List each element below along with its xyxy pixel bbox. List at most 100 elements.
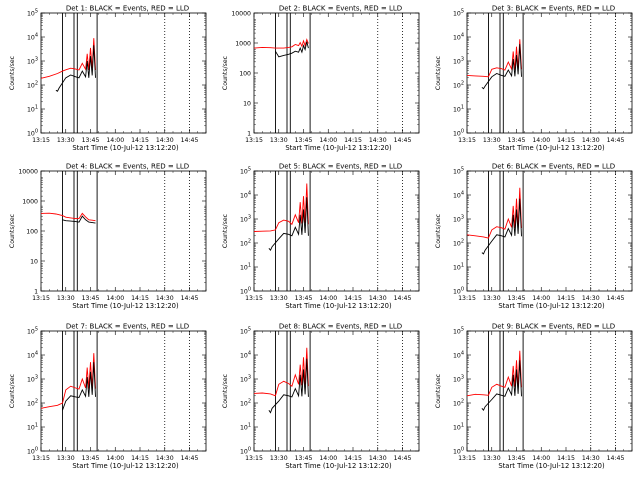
x-tick-label: 13:45 xyxy=(82,295,100,302)
x-tick-label: 14:30 xyxy=(582,137,600,144)
x-tick-label: 13:45 xyxy=(295,137,313,144)
series-line xyxy=(62,362,96,411)
y-tick-label: 101 xyxy=(27,105,38,114)
y-tick-label: 102 xyxy=(27,81,38,90)
x-tick-label: 13:30 xyxy=(270,137,288,144)
x-axis-label: Start Time (10-Jul-12 13:12:20) xyxy=(498,462,605,470)
y-tick-label: 10 xyxy=(243,101,251,108)
y-tick-label: 102 xyxy=(240,399,251,408)
x-tick-label: 13:15 xyxy=(32,455,50,462)
y-tick-label: 102 xyxy=(27,399,38,408)
x-tick-label: 13:30 xyxy=(483,137,501,144)
x-tick-label: 13:45 xyxy=(295,295,313,302)
series-line xyxy=(466,39,522,78)
x-tick-label: 13:30 xyxy=(270,295,288,302)
y-tick-label: 101 xyxy=(453,423,464,432)
x-tick-label: 13:45 xyxy=(295,455,313,462)
y-tick-label: 102 xyxy=(240,239,251,248)
y-tick-label: 100 xyxy=(239,71,251,78)
y-tick-label: 105 xyxy=(27,327,38,336)
y-tick-label: 100 xyxy=(453,447,464,456)
y-tick-label: 104 xyxy=(453,351,464,360)
y-tick-label: 103 xyxy=(27,375,38,384)
x-tick-label: 14:30 xyxy=(156,295,174,302)
series-line xyxy=(268,358,309,414)
y-tick-label: 100 xyxy=(240,287,251,296)
plot-frame xyxy=(253,330,420,452)
y-tick-label: 100 xyxy=(453,287,464,296)
y-axis-label: Counts/sec xyxy=(9,213,16,248)
series-line xyxy=(268,197,309,252)
x-tick-label: 14:45 xyxy=(181,455,199,462)
x-tick-label: 14:30 xyxy=(156,137,174,144)
x-tick-label: 13:45 xyxy=(82,137,100,144)
panel-title: Det 9: BLACK = Events, RED = LLD xyxy=(492,323,615,331)
y-tick-label: 102 xyxy=(453,81,464,90)
x-tick-label: 13:30 xyxy=(57,295,75,302)
panel-title: Det 8: BLACK = Events, RED = LLD xyxy=(279,323,402,331)
y-tick-label: 1000 xyxy=(22,199,38,206)
x-tick-label: 13:15 xyxy=(245,455,263,462)
y-tick-label: 10000 xyxy=(18,169,38,176)
y-axis-label: Counts/sec xyxy=(222,55,229,90)
series-line xyxy=(40,38,96,79)
y-tick-label: 101 xyxy=(453,105,464,114)
series-line xyxy=(62,215,96,224)
x-tick-label: 13:15 xyxy=(32,295,50,302)
panel-title: Det 7: BLACK = Events, RED = LLD xyxy=(66,323,189,331)
x-tick-label: 14:30 xyxy=(369,137,387,144)
y-tick-label: 103 xyxy=(453,375,464,384)
panel-title: Det 1: BLACK = Events, RED = LLD xyxy=(66,5,189,13)
detector-panel: Det 2: BLACK = Events, RED = LLD Counts/s… xyxy=(222,5,420,152)
y-tick-label: 1000 xyxy=(235,41,251,48)
y-tick-label: 104 xyxy=(453,191,464,200)
y-tick-label: 105 xyxy=(27,9,38,18)
y-tick-label: 1 xyxy=(34,289,38,296)
series-line xyxy=(253,38,309,49)
y-axis-label: Counts/sec xyxy=(9,55,16,90)
series-line xyxy=(275,41,309,58)
panel-title: Det 2: BLACK = Events, RED = LLD xyxy=(279,5,402,13)
y-tick-label: 1 xyxy=(247,131,251,138)
series-line xyxy=(466,350,522,397)
plot-frame xyxy=(466,330,633,452)
x-tick-label: 14:15 xyxy=(131,295,149,302)
panel-title: Det 6: BLACK = Events, RED = LLD xyxy=(492,163,615,171)
x-tick-label: 14:15 xyxy=(344,295,362,302)
x-tick-label: 14:15 xyxy=(131,137,149,144)
x-tick-label: 14:00 xyxy=(532,295,550,302)
x-tick-label: 13:30 xyxy=(270,455,288,462)
plot-frame xyxy=(253,12,420,134)
y-tick-label: 103 xyxy=(453,215,464,224)
plot-frame xyxy=(40,12,207,134)
x-tick-label: 14:45 xyxy=(607,455,625,462)
y-axis-label: Counts/sec xyxy=(435,55,442,90)
x-tick-label: 14:15 xyxy=(557,137,575,144)
detector-panel: Det 8: BLACK = Events, RED = LLD Counts/s… xyxy=(222,323,420,470)
detector-panel: Det 1: BLACK = Events, RED = LLD Counts/s… xyxy=(9,5,207,152)
x-tick-label: 14:15 xyxy=(557,295,575,302)
x-tick-label: 13:30 xyxy=(483,455,501,462)
x-tick-label: 13:15 xyxy=(245,137,263,144)
y-tick-label: 103 xyxy=(27,57,38,66)
x-tick-label: 13:30 xyxy=(57,455,75,462)
y-tick-label: 104 xyxy=(27,33,38,42)
x-tick-label: 14:45 xyxy=(394,295,412,302)
x-tick-label: 14:00 xyxy=(532,137,550,144)
x-tick-label: 13:15 xyxy=(32,137,50,144)
x-tick-label: 13:45 xyxy=(508,455,526,462)
detector-panel: Det 3: BLACK = Events, RED = LLD Counts/s… xyxy=(435,5,633,152)
x-tick-label: 13:45 xyxy=(508,137,526,144)
y-axis-label: Counts/sec xyxy=(9,373,16,408)
x-axis-label: Start Time (10-Jul-12 13:12:20) xyxy=(72,144,179,152)
x-tick-label: 14:15 xyxy=(557,455,575,462)
y-tick-label: 105 xyxy=(240,327,251,336)
x-tick-label: 14:45 xyxy=(181,295,199,302)
x-tick-label: 13:45 xyxy=(82,455,100,462)
x-tick-label: 13:30 xyxy=(483,295,501,302)
x-tick-label: 14:00 xyxy=(532,455,550,462)
plot-frame xyxy=(466,12,633,134)
x-tick-label: 14:00 xyxy=(106,295,124,302)
y-tick-label: 103 xyxy=(453,57,464,66)
